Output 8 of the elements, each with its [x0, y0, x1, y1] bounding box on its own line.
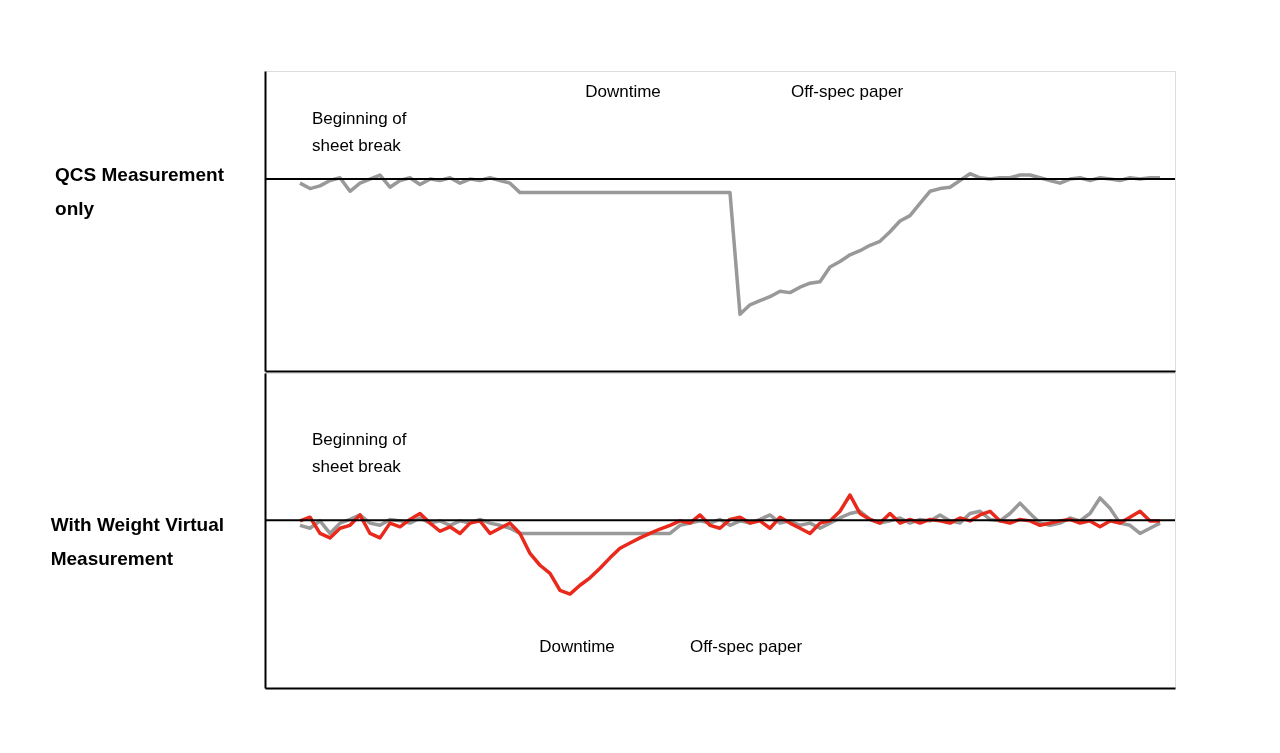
- text: Beginning of sheet break: [312, 430, 407, 476]
- text: Downtime: [585, 82, 661, 101]
- text: Off-spec paper: [790, 82, 904, 101]
- text: Downtime: [539, 637, 615, 656]
- text: QCS Measurement only: [55, 164, 225, 219]
- text: With Weight Virtual Measurement: [50, 513, 225, 569]
- text: Beginning of sheet break: [312, 109, 407, 155]
- text: Off-spec paper: [689, 637, 803, 656]
